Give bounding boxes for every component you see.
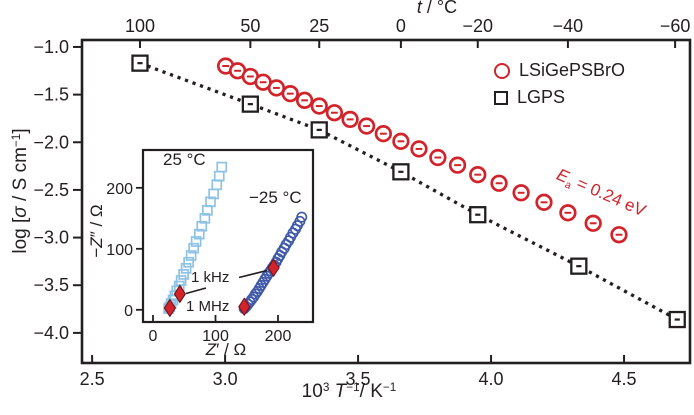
series-lsigepsbro	[216, 57, 628, 244]
y-tick-label: −3.0	[33, 228, 69, 248]
legend-item-lgps: LGPS	[494, 87, 625, 108]
inset-x-tick-label: 200	[265, 328, 292, 345]
top-tick-label: −40	[553, 16, 584, 36]
inset-point-square	[193, 228, 205, 240]
inset-point-square	[178, 269, 189, 280]
y-tick-label: −1.0	[33, 37, 69, 57]
y-tick-label: −1.5	[33, 85, 69, 105]
x-axis-label: 103 T−1/ K−1	[301, 380, 397, 402]
x-tick-label: 4.5	[612, 369, 637, 389]
x-tick-label: 3.5	[346, 369, 371, 389]
inset-point-square	[188, 242, 199, 254]
inset-point-circle	[250, 288, 262, 300]
y-axis-label: log [σ / S cm−1]	[9, 128, 32, 254]
top-tick-label: 50	[240, 16, 260, 36]
inset-y-tick-label: 200	[106, 181, 133, 198]
frequency-diamond-marker	[163, 298, 176, 318]
series-lgps	[131, 54, 686, 329]
inset-point-square	[199, 212, 211, 224]
inset-point-square	[185, 250, 197, 261]
inset-point-square	[216, 161, 228, 173]
x-tick-label: 2.5	[80, 369, 105, 389]
inset-point-square	[205, 196, 216, 208]
top-tick-label: 100	[125, 16, 155, 36]
inset-point-square	[190, 236, 202, 247]
inset-y-tick-label: 0	[124, 303, 133, 320]
inset-x-tick-label: 0	[149, 328, 158, 345]
frequency-leader-line	[238, 269, 268, 279]
x-tick-label: 3.0	[213, 369, 238, 389]
inset-plot: 0 100 200 0 100 200	[106, 148, 315, 345]
inset-label-25c: 25 °C	[163, 150, 206, 169]
inset-x-tick-label: 100	[202, 328, 229, 345]
inset-y-axis-label: −Z″ / Ω	[87, 204, 107, 258]
inset-axes-frame	[141, 148, 315, 324]
legend-item-lsigepsbro: LSiGePSBrO	[494, 60, 625, 81]
frequency-diamond-marker	[267, 258, 280, 278]
frequency-diamond-marker	[173, 284, 186, 304]
legend-label: LGPS	[517, 87, 566, 107]
y-tick-label: −2.5	[33, 180, 69, 200]
inset-point-square	[183, 256, 194, 268]
top-tick-label: −20	[462, 16, 493, 36]
legend: LSiGePSBrO LGPS	[494, 60, 625, 108]
inset-point-circle	[296, 211, 308, 223]
inset-point-circle	[246, 293, 258, 305]
top-axis-label: t / °C	[416, 0, 458, 17]
frequency-leader-line	[185, 287, 207, 295]
x-tick-label: 4.0	[479, 369, 504, 389]
inset-point-square	[175, 275, 187, 286]
inset-label-1mhz: 1 MHz	[186, 298, 230, 315]
main-plot: 2.5 3.0 3.5 4.0 4.5 100 50 25 0 −20 −40 −60 −1.0 −1.5…	[33, 16, 692, 389]
inset-label-minus25c: −25 °C	[249, 188, 302, 207]
frequency-diamond-marker	[238, 297, 251, 317]
inset-label-1khz: 1 kHz	[191, 269, 230, 286]
top-tick-label: −60	[660, 16, 691, 36]
legend-circle-marker-icon	[494, 62, 510, 79]
y-tick-label: −4.0	[33, 323, 69, 343]
legend-square-marker-icon	[494, 90, 508, 105]
legend-label: LSiGePSBrO	[519, 60, 626, 80]
top-tick-label: 0	[396, 16, 406, 36]
inset-x-axis-label: Z′ / Ω	[205, 340, 247, 359]
y-tick-label: −3.5	[33, 275, 69, 295]
inset-point-square	[196, 220, 208, 232]
inset-y-tick-label: 100	[106, 242, 133, 259]
main-axes-frame	[80, 38, 692, 365]
inset-point-square	[180, 262, 192, 274]
inset-frequency-markers	[163, 258, 280, 318]
top-tick-label: 25	[309, 16, 329, 36]
y-tick-label: −2.0	[33, 132, 69, 152]
